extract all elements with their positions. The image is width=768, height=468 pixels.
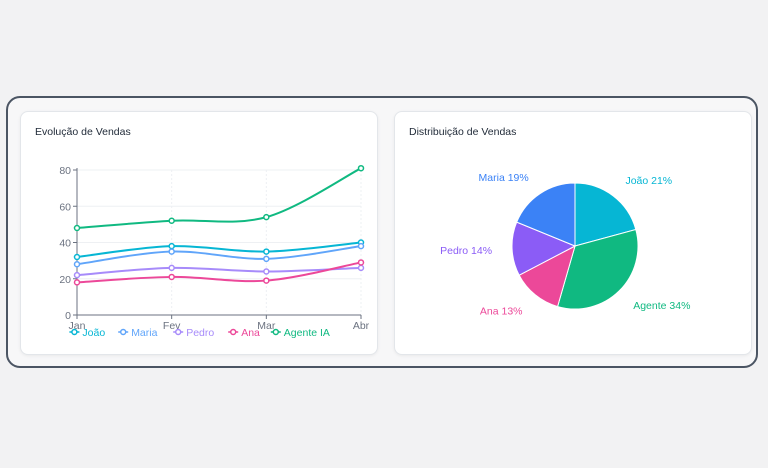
data-point[interactable] [357, 259, 365, 266]
y-tick-label: 60 [59, 201, 71, 213]
y-tick-label: 40 [59, 238, 71, 250]
legend-label: Pedro [186, 327, 214, 339]
pie-slice-label: Pedro 14% [440, 245, 492, 257]
dashboard-frame: Evolução de Vendas 0 20 40 60 80 Jan Fev Mar Abr… [6, 96, 758, 368]
pie-slice[interactable] [556, 228, 639, 310]
legend-label: Ana [241, 327, 260, 339]
data-point[interactable] [263, 248, 270, 255]
data-point[interactable] [263, 255, 270, 263]
series-line [76, 261, 362, 284]
legend-marker [272, 328, 280, 336]
legend-item[interactable]: Agente IA [270, 327, 330, 339]
pie-slice-label: João 21% [625, 175, 672, 187]
legend-item[interactable]: Ana [228, 327, 260, 339]
data-point[interactable] [73, 279, 81, 286]
legend-label: João [82, 327, 105, 339]
x-tick-label: Fev [163, 320, 181, 332]
data-point[interactable] [73, 261, 81, 268]
pie-slice[interactable] [511, 221, 577, 276]
pie-slice[interactable] [574, 182, 637, 247]
series-line [76, 167, 362, 229]
legend-label: Agente IA [284, 327, 330, 339]
series-line [76, 245, 362, 266]
data-point[interactable] [168, 273, 175, 281]
data-point[interactable] [263, 268, 270, 275]
legend-item[interactable]: Maria [118, 327, 158, 339]
legend-marker [119, 328, 127, 336]
data-point[interactable] [357, 264, 365, 272]
series-line [76, 266, 362, 277]
legend-marker [229, 328, 237, 336]
data-point[interactable] [168, 217, 175, 224]
legend-item[interactable]: Pedro [173, 327, 214, 339]
pie-slice-label: Agente 34% [633, 300, 690, 312]
data-point[interactable] [357, 164, 365, 172]
legend-marker [71, 328, 78, 336]
data-point[interactable] [263, 213, 270, 221]
data-point[interactable] [263, 277, 270, 284]
pie-chart-title: Distribuição de Vendas [409, 126, 517, 138]
x-tick-label: Mar [257, 320, 276, 332]
data-point[interactable] [168, 248, 175, 255]
pie-chart: João 21% Agente 34% Ana 13% Pedro 14% Maria … [440, 172, 690, 317]
legend-label: Maria [131, 327, 157, 339]
pie-slice-label: Ana 13% [480, 305, 523, 317]
line-chart: 0 20 40 60 80 Jan Fev Mar Abr João Maria Pedro Ana Ag… [59, 164, 370, 339]
pie-chart-card: Distribuição de Vendas João 21% Agente 34… [394, 111, 752, 355]
y-tick-label: 80 [59, 165, 71, 177]
legend-marker [174, 328, 182, 336]
y-tick-label: 20 [59, 274, 71, 286]
data-point[interactable] [73, 224, 81, 232]
data-point[interactable] [168, 242, 175, 250]
data-point[interactable] [73, 271, 81, 279]
series-line [76, 241, 362, 258]
pie-slice[interactable] [516, 182, 576, 247]
data-point[interactable] [357, 242, 365, 250]
x-tick-label: Abr [353, 320, 370, 332]
line-chart-card: Evolução de Vendas 0 20 40 60 80 Jan Fev Mar Abr… [20, 111, 378, 355]
pie-slice-label: Maria 19% [479, 172, 529, 184]
data-point[interactable] [73, 253, 81, 261]
data-point[interactable] [168, 264, 175, 272]
line-chart-title: Evolução de Vendas [35, 126, 131, 138]
legend-item[interactable]: João [69, 327, 105, 339]
y-tick-label: 0 [65, 310, 71, 322]
x-tick-label: Jan [69, 320, 86, 332]
